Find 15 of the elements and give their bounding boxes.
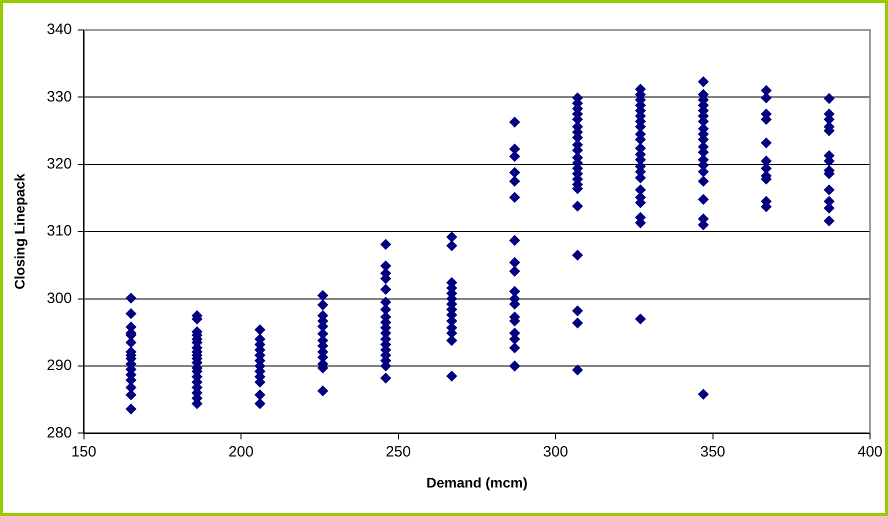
- y-axis-title: Closing Linepack: [11, 173, 28, 290]
- x-tick-label: 400: [857, 443, 883, 460]
- x-tick-label: 300: [543, 443, 568, 460]
- y-tick-label: 320: [46, 156, 72, 173]
- y-tick-label: 340: [46, 21, 72, 38]
- y-tick-label: 330: [46, 88, 72, 106]
- x-axis-title: Demand (mcm): [426, 474, 528, 490]
- y-tick-label: 300: [46, 290, 72, 307]
- x-tick-label: 350: [700, 443, 726, 460]
- y-tick-label: 280: [46, 424, 72, 442]
- x-tick-label: 200: [228, 443, 254, 460]
- x-tick-label: 150: [71, 443, 96, 460]
- y-tick-label: 290: [46, 357, 72, 374]
- x-tick-label: 250: [386, 443, 411, 460]
- y-tick-label: 310: [46, 222, 72, 240]
